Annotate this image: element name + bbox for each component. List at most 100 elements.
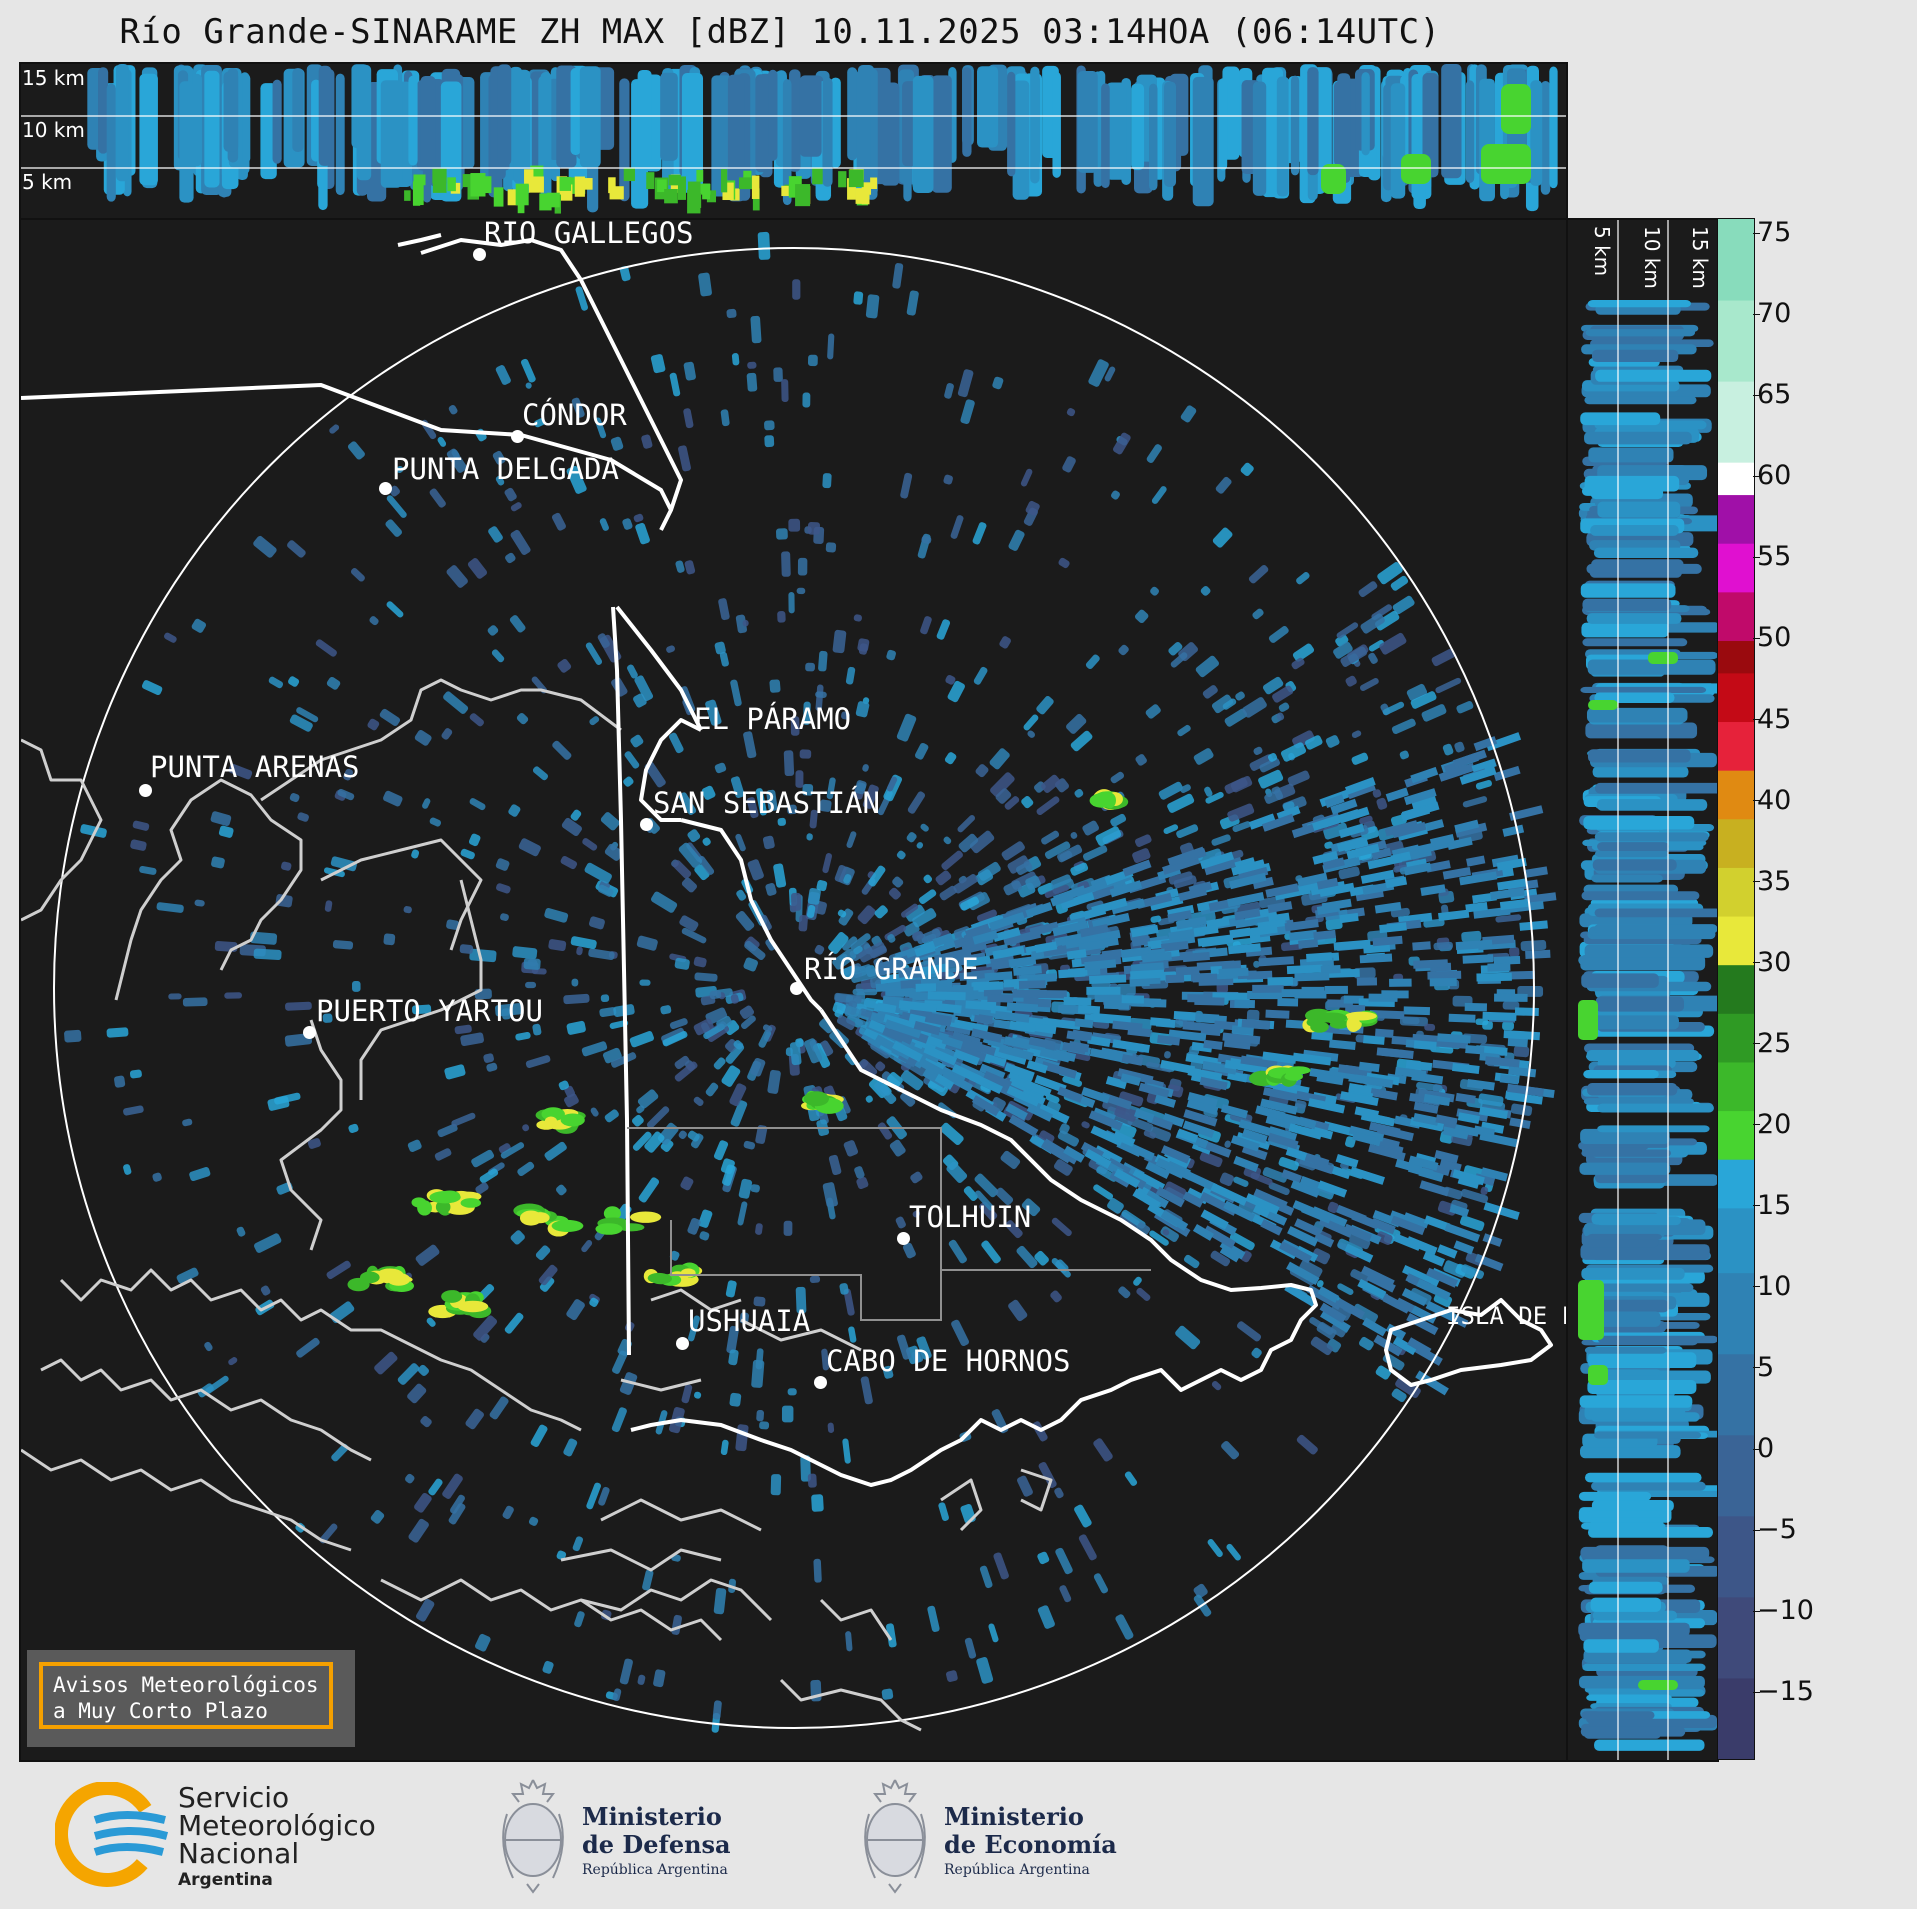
echo-cell — [1455, 822, 1488, 838]
echo-cell — [683, 361, 696, 381]
echo-cell — [1288, 1123, 1323, 1140]
echo-cell — [900, 1091, 916, 1107]
echo-cell — [1081, 1086, 1111, 1104]
echo-cell — [1139, 1106, 1165, 1121]
echo-cell — [1587, 1083, 1678, 1096]
echo-cell — [800, 1455, 811, 1482]
echo-cell — [1182, 1120, 1215, 1138]
echo-cell — [1012, 80, 1030, 200]
echo-cell — [1584, 1405, 1686, 1420]
echo-cell — [1594, 908, 1717, 918]
echo-cell — [1399, 1016, 1428, 1027]
echo-cell — [411, 849, 420, 859]
echo-cell — [1259, 757, 1280, 773]
echo-cell — [1584, 396, 1697, 405]
echo-cell — [856, 69, 871, 184]
echo-cell — [1506, 1083, 1544, 1097]
echo-cell — [1475, 1018, 1489, 1026]
echo-cell — [1148, 83, 1158, 191]
echo-cell — [1424, 819, 1445, 832]
echo-cell — [766, 789, 778, 812]
echo-cell — [918, 889, 937, 905]
notice-line-2: a Muy Corto Plazo — [53, 1699, 268, 1723]
echo-cell — [1219, 1172, 1234, 1187]
echo-cell — [687, 1130, 700, 1142]
echo-cell — [730, 994, 739, 1004]
echo-cell — [1317, 1180, 1348, 1198]
echo-cell — [429, 817, 442, 827]
echo-cell — [350, 568, 365, 582]
echo-cell — [315, 639, 337, 657]
echo-cell — [1281, 1169, 1303, 1184]
echo-cell — [1018, 980, 1046, 990]
echo-cell — [1165, 1163, 1186, 1179]
echo-cell-strong — [577, 178, 593, 190]
echo-cell — [370, 1510, 385, 1524]
echo-cell — [517, 1161, 535, 1176]
echo-cell — [1294, 1218, 1323, 1237]
echo-cell — [1412, 941, 1431, 951]
echo-cell — [1410, 766, 1439, 784]
echo-cell-strong — [1578, 1280, 1604, 1340]
echo-cell — [469, 713, 484, 727]
echo-cell — [1584, 944, 1714, 958]
side-height-label-15km: 15 km — [1688, 226, 1712, 289]
echo-cell — [1319, 882, 1355, 897]
echo-cell — [735, 911, 755, 931]
echo-cell — [713, 1588, 727, 1615]
echo-cell — [426, 1317, 436, 1327]
echo-cell — [1054, 1487, 1064, 1499]
echo-cell — [475, 1633, 491, 1652]
echo-cell — [756, 1409, 765, 1422]
echo-cell — [1252, 81, 1267, 196]
echo-cell-strong — [507, 189, 518, 206]
echo-cell — [289, 714, 313, 732]
echo-cell — [1257, 1193, 1295, 1216]
echo-cell-strong — [668, 174, 682, 186]
echo-cell — [842, 936, 858, 951]
echo-cell — [1204, 857, 1243, 876]
echo-cell-strong — [838, 171, 847, 188]
echo-cell — [379, 708, 401, 726]
echo-cell — [598, 1486, 610, 1506]
echo-cell — [762, 835, 775, 850]
defensa-line3: República Argentina — [582, 1862, 728, 1878]
echo-cell — [437, 436, 447, 447]
city-dot-punta-delgada — [379, 482, 392, 495]
echo-cell — [971, 1095, 1000, 1117]
colorbar-tick-label: −10 — [1753, 1595, 1814, 1627]
echo-cell — [876, 1002, 897, 1014]
echo-cell — [693, 1018, 714, 1036]
echo-cell — [1007, 71, 1016, 177]
echo-cell — [451, 1112, 476, 1127]
echo-cell-strong — [812, 167, 823, 185]
echo-cell — [1358, 1336, 1374, 1351]
echo-cell — [1597, 1125, 1710, 1133]
echo-cell — [619, 78, 630, 202]
echo-cell-strong — [608, 177, 616, 194]
echo-cell — [722, 1164, 736, 1186]
echo-cell — [935, 870, 952, 886]
echo-cell — [1272, 685, 1294, 703]
echo-cell-strong — [687, 192, 702, 208]
echo-cell — [319, 1523, 338, 1544]
echo-cell — [622, 518, 633, 530]
echo-cell — [1117, 1068, 1154, 1085]
echo-cell — [875, 1061, 886, 1072]
echo-cell — [1260, 1098, 1298, 1115]
echo-cell — [687, 1217, 701, 1235]
echo-cell — [807, 354, 818, 367]
echo-cell — [168, 993, 182, 1000]
echo-cell — [940, 1122, 964, 1146]
echo-cell — [1122, 859, 1152, 877]
colorbar-band — [1718, 640, 1754, 674]
echo-cell — [1403, 1006, 1431, 1016]
echo-cell — [1234, 908, 1261, 921]
echo-cell — [1168, 1029, 1207, 1042]
echo-cell — [1072, 1029, 1093, 1041]
echo-cell — [839, 953, 848, 962]
echo-cell — [678, 445, 691, 472]
footer-logos: Servicio Meteorológico Nacional Argentin… — [0, 1762, 1917, 1909]
echo-cell — [1228, 943, 1262, 955]
echo-cell — [599, 1007, 617, 1018]
